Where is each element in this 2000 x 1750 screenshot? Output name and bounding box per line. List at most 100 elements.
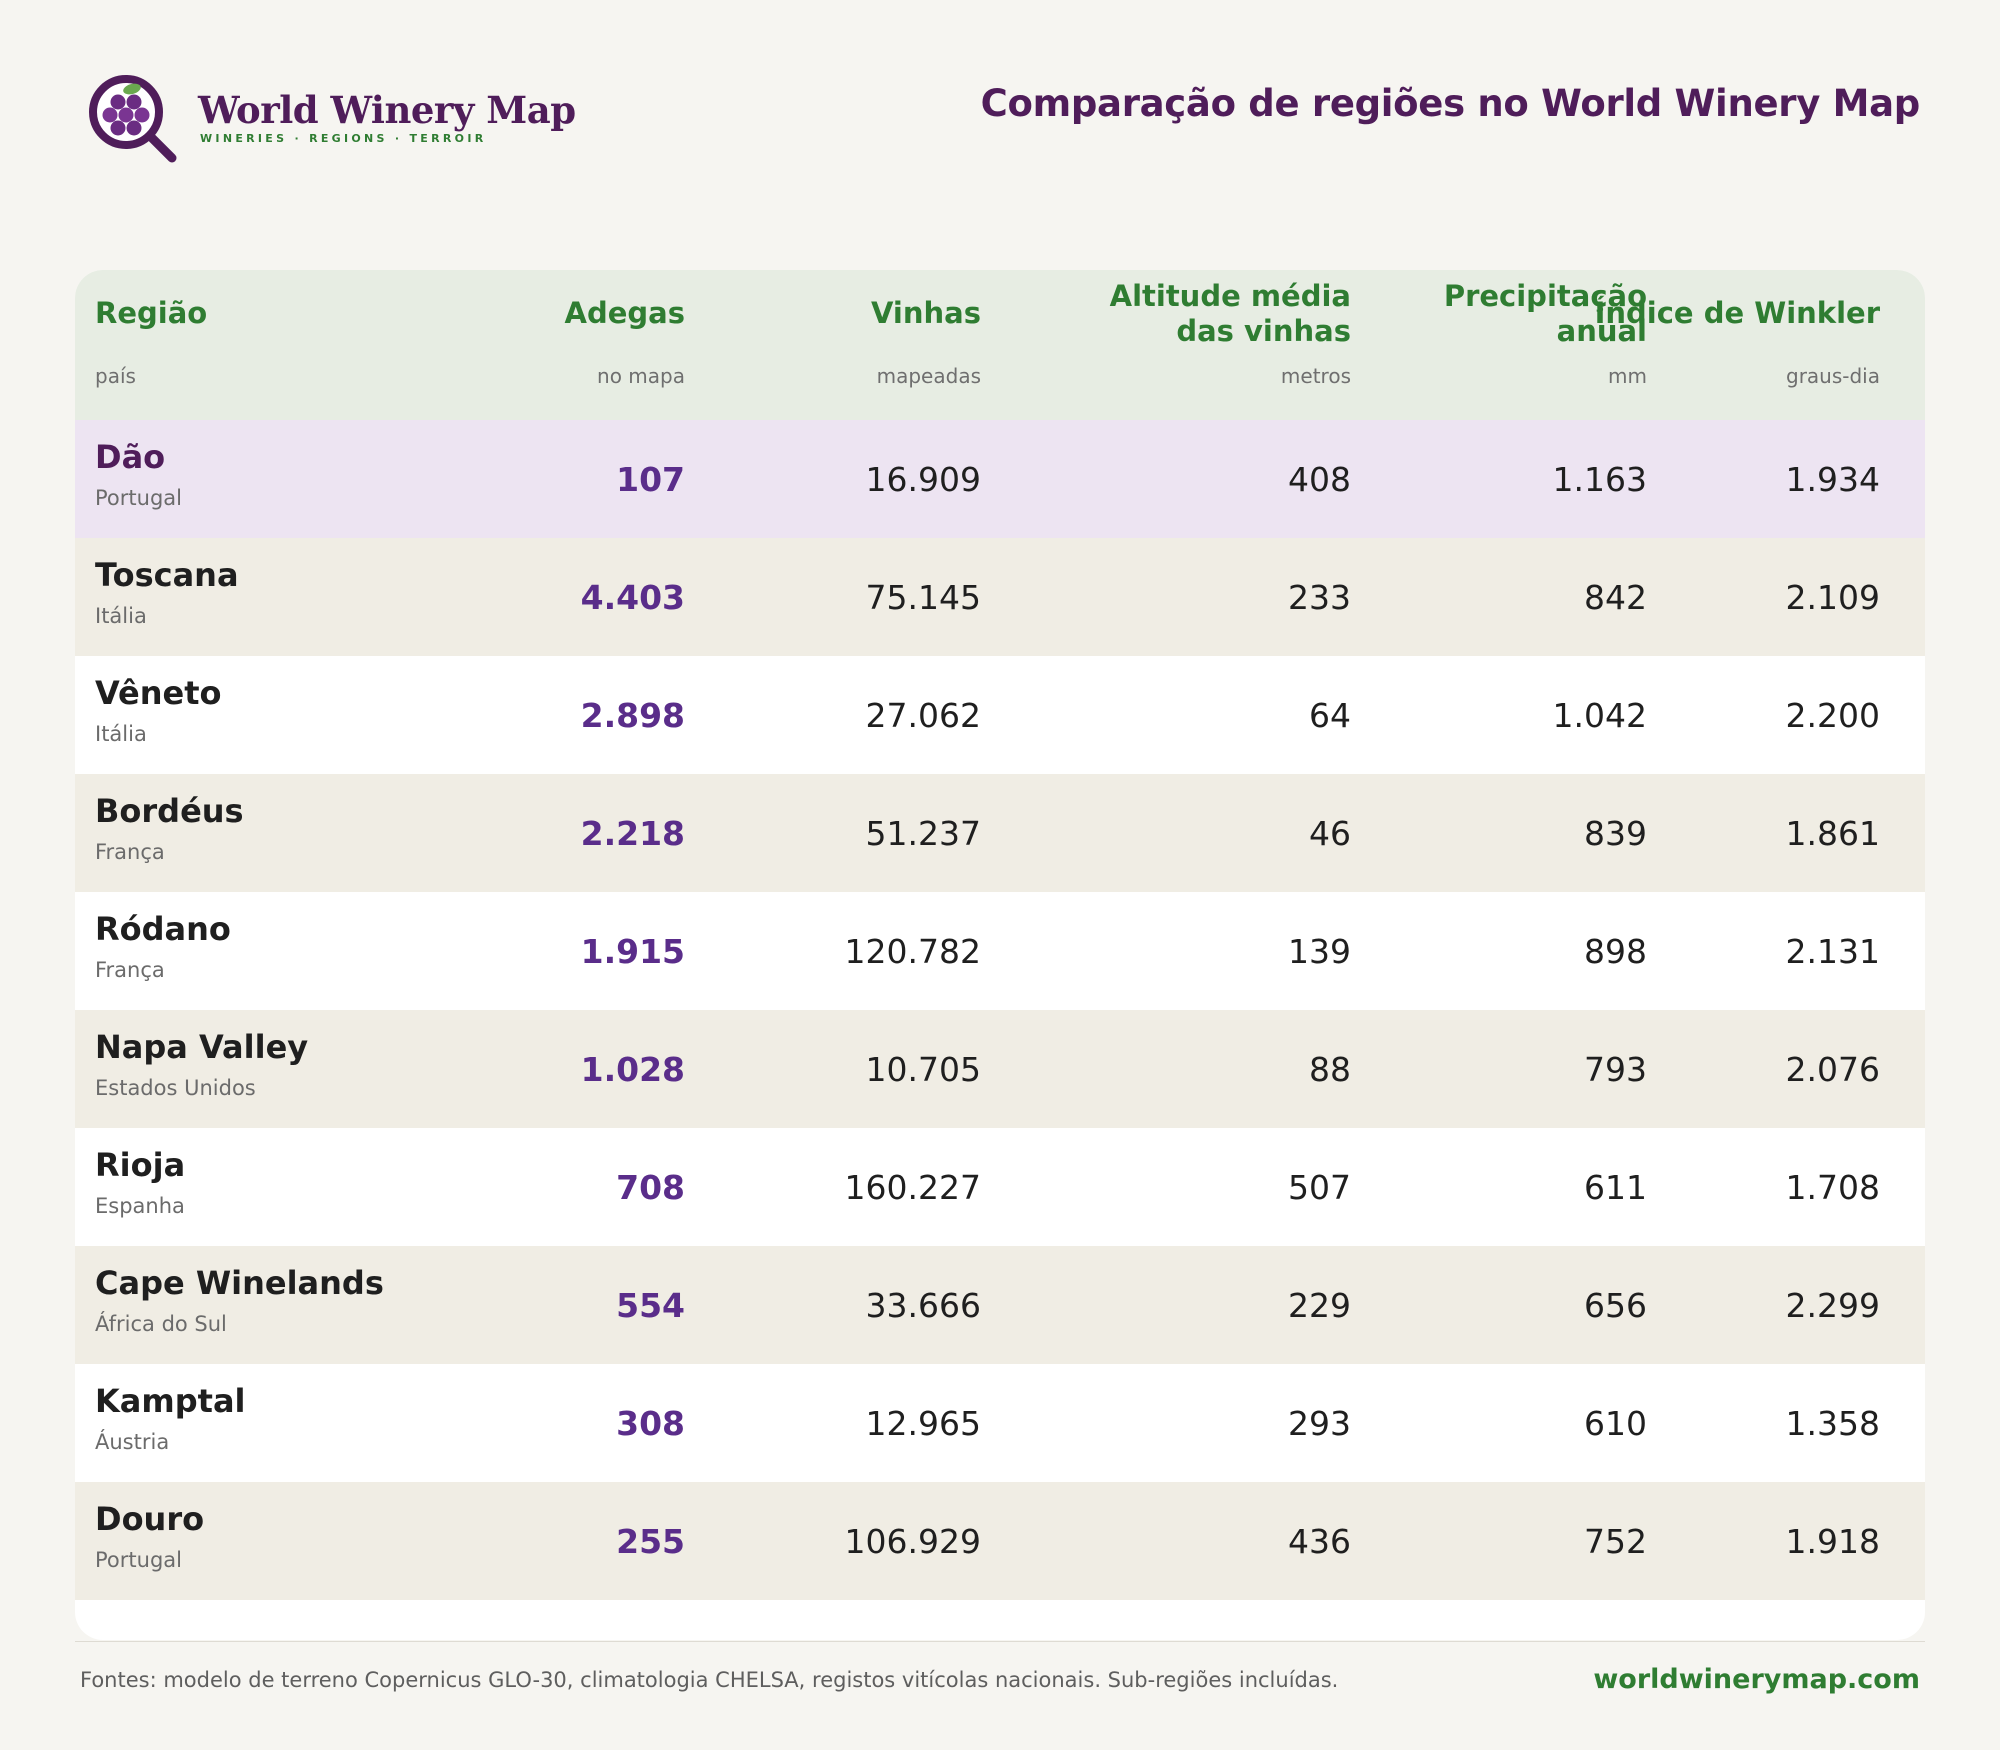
region-country: Portugal — [95, 486, 182, 510]
table-row-veneto[interactable]: Vêneto Itália 2.898 27.062 64 1.042 2.20… — [75, 656, 1925, 774]
region-name: Vêneto — [95, 674, 222, 712]
winkler-value: 1.861 — [1785, 814, 1880, 853]
altitude-value: 293 — [1288, 1404, 1351, 1443]
sources-note: Fontes: modelo de terreno Copernicus GLO… — [80, 1668, 1339, 1692]
column-header-vineyards: Vinhas — [871, 296, 981, 331]
comparison-table: Região país Adegas no mapa Vinhas mapead… — [75, 270, 1925, 1640]
vineyards-value: 120.782 — [844, 932, 981, 971]
region-country: Itália — [95, 722, 147, 746]
vineyards-value: 27.062 — [865, 696, 981, 735]
wineries-value: 2.898 — [580, 696, 685, 735]
altitude-value: 436 — [1288, 1522, 1351, 1561]
column-label-line1: Precipitação — [1443, 279, 1647, 313]
vineyards-value: 33.666 — [865, 1286, 981, 1325]
precipitation-value: 898 — [1584, 932, 1647, 971]
wineries-value: 554 — [616, 1286, 685, 1325]
magnifier-grapes-logo-icon — [89, 75, 177, 163]
column-header-region: Região — [95, 296, 207, 331]
winkler-value: 2.131 — [1785, 932, 1880, 971]
vineyards-value: 12.965 — [865, 1404, 981, 1443]
altitude-value: 233 — [1288, 578, 1351, 617]
page-title: Comparação de regiões no World Winery Ma… — [980, 82, 1921, 125]
column-header-wineries: Adegas — [565, 296, 685, 331]
column-label: Índice de Winkler — [1594, 296, 1880, 330]
table-row-kamptal[interactable]: Kamptal Áustria 308 12.965 293 610 1.358 — [75, 1364, 1925, 1482]
brand-tagline: WINERIES · REGIONS · TERROIR — [200, 132, 487, 145]
column-label-line2: das vinhas — [1176, 314, 1351, 348]
table-row-toscana[interactable]: Toscana Itália 4.403 75.145 233 842 2.10… — [75, 538, 1925, 656]
region-country: Estados Unidos — [95, 1076, 256, 1100]
vineyards-value: 51.237 — [865, 814, 981, 853]
table-row-douro[interactable]: Douro Portugal 255 106.929 436 752 1.918 — [75, 1482, 1925, 1600]
altitude-value: 64 — [1309, 696, 1351, 735]
precipitation-value: 610 — [1584, 1404, 1647, 1443]
region-country: Portugal — [95, 1548, 182, 1572]
region-name: Ródano — [95, 910, 231, 948]
winkler-value: 1.934 — [1785, 460, 1880, 499]
wineries-value: 255 — [616, 1522, 685, 1561]
region-name: Toscana — [95, 556, 239, 594]
precipitation-value: 793 — [1584, 1050, 1647, 1089]
column-label: Vinhas — [871, 296, 981, 330]
region-name: Bordéus — [95, 792, 244, 830]
winkler-value: 2.076 — [1785, 1050, 1880, 1089]
table-row-cape-winelands[interactable]: Cape Winelands África do Sul 554 33.666 … — [75, 1246, 1925, 1364]
vineyards-value: 75.145 — [865, 578, 981, 617]
winkler-value: 1.708 — [1785, 1168, 1880, 1207]
wineries-value: 308 — [616, 1404, 685, 1443]
region-country: França — [95, 958, 165, 982]
region-country: Itália — [95, 604, 147, 628]
winkler-value: 1.358 — [1785, 1404, 1880, 1443]
winkler-value: 2.109 — [1785, 578, 1880, 617]
region-country: França — [95, 840, 165, 864]
wineries-value: 107 — [616, 460, 685, 499]
region-country: Áustria — [95, 1430, 170, 1454]
column-header-winkler: Índice de Winkler — [1595, 296, 1880, 331]
table-row-napa-valley[interactable]: Napa Valley Estados Unidos 1.028 10.705 … — [75, 1010, 1925, 1128]
altitude-value: 88 — [1309, 1050, 1351, 1089]
wineries-value: 708 — [616, 1168, 685, 1207]
column-label: Região — [95, 296, 208, 330]
precipitation-value: 611 — [1584, 1168, 1647, 1207]
wineries-value: 2.218 — [580, 814, 685, 853]
region-name: Douro — [95, 1500, 205, 1538]
altitude-value: 507 — [1288, 1168, 1351, 1207]
table-row-rioja[interactable]: Rioja Espanha 708 160.227 507 611 1.708 — [75, 1128, 1925, 1246]
table-row-dao[interactable]: Dão Portugal 107 16.909 408 1.163 1.934 — [75, 420, 1925, 538]
precipitation-value: 752 — [1584, 1522, 1647, 1561]
region-country: África do Sul — [95, 1312, 227, 1336]
brand-name: World Winery Map — [198, 88, 576, 132]
region-name: Cape Winelands — [95, 1264, 384, 1302]
column-header-altitude: Altitude média das vinhas — [1110, 279, 1351, 349]
column-label-line2: anual — [1556, 314, 1647, 348]
column-label: Adegas — [564, 296, 685, 330]
vineyards-value: 160.227 — [844, 1168, 981, 1207]
column-sub-wineries: no mapa — [597, 364, 685, 388]
altitude-value: 139 — [1288, 932, 1351, 971]
table-header: Região país Adegas no mapa Vinhas mapead… — [75, 270, 1925, 420]
winkler-value: 1.918 — [1785, 1522, 1880, 1561]
winkler-value: 2.200 — [1785, 696, 1880, 735]
region-name: Rioja — [95, 1146, 186, 1184]
precipitation-value: 842 — [1584, 578, 1647, 617]
column-sub-precipitation: mm — [1608, 364, 1647, 388]
precipitation-value: 1.163 — [1552, 460, 1647, 499]
column-sub-vineyards: mapeadas — [876, 364, 981, 388]
footer-divider — [75, 1641, 1925, 1642]
wineries-value: 1.028 — [580, 1050, 685, 1089]
precipitation-value: 839 — [1584, 814, 1647, 853]
vineyards-value: 10.705 — [865, 1050, 981, 1089]
site-link[interactable]: worldwinerymap.com — [1593, 1664, 1920, 1695]
wineries-value: 4.403 — [580, 578, 685, 617]
precipitation-value: 656 — [1584, 1286, 1647, 1325]
region-name: Napa Valley — [95, 1028, 309, 1066]
vineyards-value: 16.909 — [865, 460, 981, 499]
region-country: Espanha — [95, 1194, 185, 1218]
altitude-value: 229 — [1288, 1286, 1351, 1325]
column-header-precipitation: Precipitação anual — [1444, 279, 1647, 349]
table-row-rodano[interactable]: Ródano França 1.915 120.782 139 898 2.13… — [75, 892, 1925, 1010]
brand[interactable]: World Winery Map WINERIES · REGIONS · TE… — [198, 88, 576, 145]
column-sub-winkler: graus-dia — [1786, 364, 1880, 388]
table-row-bordeus[interactable]: Bordéus França 2.218 51.237 46 839 1.861 — [75, 774, 1925, 892]
column-sub-altitude: metros — [1280, 364, 1351, 388]
